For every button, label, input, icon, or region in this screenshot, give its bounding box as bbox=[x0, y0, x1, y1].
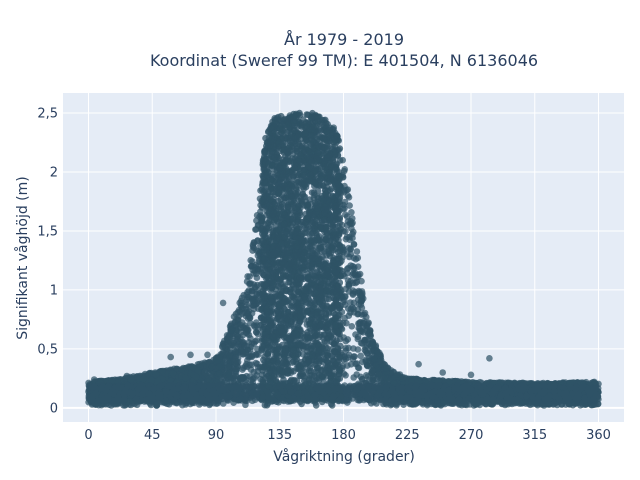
data-point bbox=[244, 327, 251, 335]
data-point bbox=[356, 325, 364, 333]
data-point bbox=[253, 247, 260, 254]
data-points bbox=[85, 109, 602, 409]
data-point bbox=[343, 265, 351, 273]
data-point bbox=[243, 278, 251, 285]
data-point bbox=[349, 291, 357, 299]
chart-title-line-2: Koordinat (Sweref 99 TM): E 401504, N 61… bbox=[150, 51, 538, 70]
data-point bbox=[366, 376, 373, 383]
data-point bbox=[238, 373, 245, 381]
data-point bbox=[368, 348, 375, 356]
data-point bbox=[252, 226, 259, 233]
data-point bbox=[350, 299, 358, 307]
data-point bbox=[233, 316, 240, 323]
data-point bbox=[358, 292, 366, 299]
data-point bbox=[249, 241, 257, 249]
data-point bbox=[350, 374, 358, 381]
data-point bbox=[393, 402, 400, 409]
data-point bbox=[232, 367, 239, 375]
chart-title: År 1979 - 2019 Koordinat (Sweref 99 TM):… bbox=[150, 30, 538, 70]
data-point bbox=[362, 336, 370, 344]
data-point bbox=[243, 360, 250, 368]
data-point bbox=[354, 333, 362, 341]
data-point bbox=[224, 363, 232, 371]
data-point bbox=[251, 374, 258, 382]
data-point bbox=[214, 357, 221, 364]
data-point bbox=[159, 367, 166, 375]
data-point bbox=[343, 319, 350, 327]
data-point bbox=[219, 343, 226, 351]
data-point bbox=[349, 262, 357, 270]
data-point bbox=[341, 198, 349, 206]
data-point bbox=[354, 364, 362, 371]
data-point bbox=[364, 362, 371, 370]
data-point bbox=[342, 372, 349, 379]
data-point bbox=[352, 255, 360, 263]
data-point bbox=[350, 228, 357, 236]
data-point bbox=[243, 309, 250, 316]
data-point bbox=[351, 271, 359, 279]
data-point bbox=[346, 202, 353, 209]
data-point bbox=[363, 327, 370, 334]
data-point bbox=[357, 352, 365, 360]
data-point bbox=[375, 371, 383, 378]
data-point bbox=[350, 240, 358, 248]
data-point bbox=[345, 344, 352, 352]
data-point bbox=[344, 192, 352, 199]
data-point bbox=[237, 297, 245, 305]
chart-title-line-1: År 1979 - 2019 bbox=[284, 30, 404, 49]
data-point bbox=[360, 311, 368, 318]
data-point bbox=[370, 341, 377, 348]
data-point bbox=[247, 257, 254, 264]
data-point bbox=[350, 345, 357, 352]
data-point bbox=[243, 291, 251, 299]
data-point bbox=[152, 371, 160, 379]
data-point bbox=[216, 370, 223, 378]
data-point bbox=[348, 323, 356, 330]
data-point bbox=[253, 274, 261, 282]
